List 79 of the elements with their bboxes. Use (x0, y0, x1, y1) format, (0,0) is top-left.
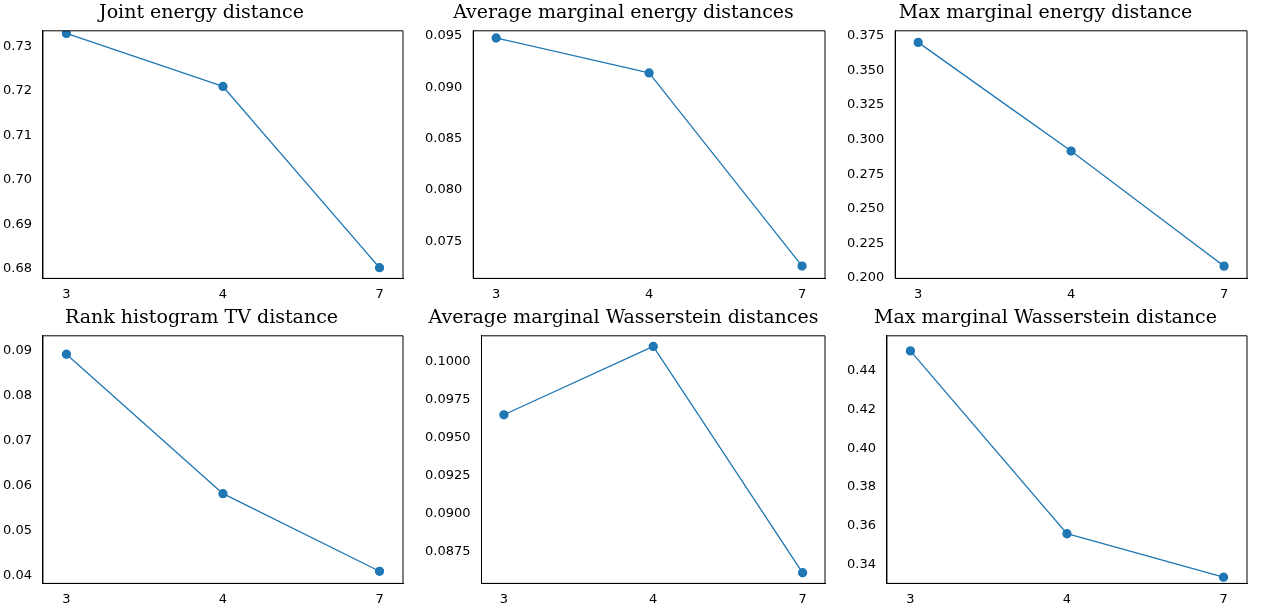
x-tick-label: 3 (906, 590, 915, 606)
y-tick-label: 0.350 (847, 61, 885, 77)
point (905, 346, 916, 356)
y-tick-label: 0.0875 (424, 542, 471, 558)
point (374, 263, 385, 273)
x-tick-label: 3 (492, 285, 501, 301)
point (218, 489, 228, 499)
y-tick-label: 0.075 (425, 232, 463, 248)
y-tick-label: 0.0975 (424, 390, 471, 406)
point (218, 81, 228, 92)
y-tick-label: 0.08 (2, 387, 32, 403)
chart-title: Average marginal energy distances (452, 0, 794, 23)
y-tick-label: 0.0900 (424, 504, 471, 520)
y-tick-label: 0.095 (425, 27, 463, 43)
y-tick-label: 0.250 (847, 200, 885, 216)
x-tick-label: 4 (218, 590, 228, 606)
point (374, 566, 385, 576)
y-tick-label: 0.275 (847, 165, 885, 181)
x-tick-label: 4 (1066, 285, 1076, 301)
x-tick-label: 4 (1062, 590, 1072, 606)
x-tick-label: 7 (375, 285, 384, 301)
x-tick-label: 7 (798, 590, 807, 606)
point (1218, 572, 1229, 582)
chart-title: Average marginal Wasserstein distances (427, 305, 819, 328)
y-tick-label: 0.225 (847, 234, 885, 250)
chart-title: Max marginal energy distance (898, 0, 1193, 23)
y-tick-label: 0.0925 (424, 466, 471, 482)
point (644, 68, 654, 78)
y-tick-label: 0.200 (847, 269, 885, 285)
x-tick-label: 7 (375, 590, 384, 606)
y-tick-label: 0.090 (425, 78, 463, 94)
x-tick-label: 4 (218, 285, 228, 301)
y-tick-label: 0.72 (2, 82, 32, 98)
point (1219, 261, 1229, 271)
y-tick-label: 0.07 (2, 432, 32, 448)
y-tick-label: 0.300 (847, 130, 885, 146)
chart-title: Rank histogram TV distance (64, 305, 339, 328)
point (797, 568, 808, 578)
y-tick-label: 0.69 (2, 215, 32, 231)
x-tick-label: 4 (644, 285, 654, 301)
y-tick-label: 0.40 (846, 439, 876, 455)
y-tick-label: 0.080 (425, 181, 463, 197)
x-tick-label: 7 (1219, 590, 1228, 606)
y-tick-label: 0.325 (847, 96, 885, 112)
x-tick-label: 4 (649, 590, 658, 606)
chart-title: Joint energy distance (97, 0, 304, 23)
y-tick-label: 0.36 (846, 516, 876, 532)
x-tick-label: 3 (499, 590, 509, 606)
y-tick-label: 0.0950 (424, 428, 471, 444)
point (491, 33, 501, 43)
y-tick-label: 0.70 (2, 171, 32, 187)
y-tick-label: 0.42 (846, 401, 876, 417)
y-tick-label: 0.04 (2, 566, 32, 582)
x-tick-label: 3 (914, 285, 923, 301)
y-tick-label: 0.06 (2, 476, 32, 492)
y-tick-label: 0.085 (425, 130, 463, 146)
x-tick-label: 7 (797, 285, 807, 301)
point (648, 341, 658, 352)
point (61, 349, 72, 359)
y-tick-label: 0.05 (2, 521, 32, 537)
y-tick-label: 0.09 (2, 342, 32, 358)
x-tick-label: 3 (62, 590, 71, 606)
y-tick-label: 0.375 (847, 27, 885, 43)
chart-title: Max marginal Wasserstein distance (874, 305, 1217, 328)
point (797, 261, 807, 271)
y-tick-label: 0.73 (2, 37, 32, 53)
y-tick-label: 0.38 (846, 478, 876, 494)
point (913, 37, 923, 48)
y-tick-label: 0.71 (2, 126, 32, 142)
y-tick-label: 0.44 (846, 362, 876, 378)
point (1066, 146, 1076, 156)
y-tick-label: 0.34 (846, 555, 876, 571)
y-tick-label: 0.68 (2, 260, 32, 276)
x-tick-label: 7 (1219, 285, 1229, 301)
x-tick-label: 3 (62, 285, 71, 301)
point (1062, 529, 1072, 539)
y-tick-label: 0.1000 (424, 353, 471, 368)
point (499, 410, 509, 420)
point (61, 30, 72, 39)
